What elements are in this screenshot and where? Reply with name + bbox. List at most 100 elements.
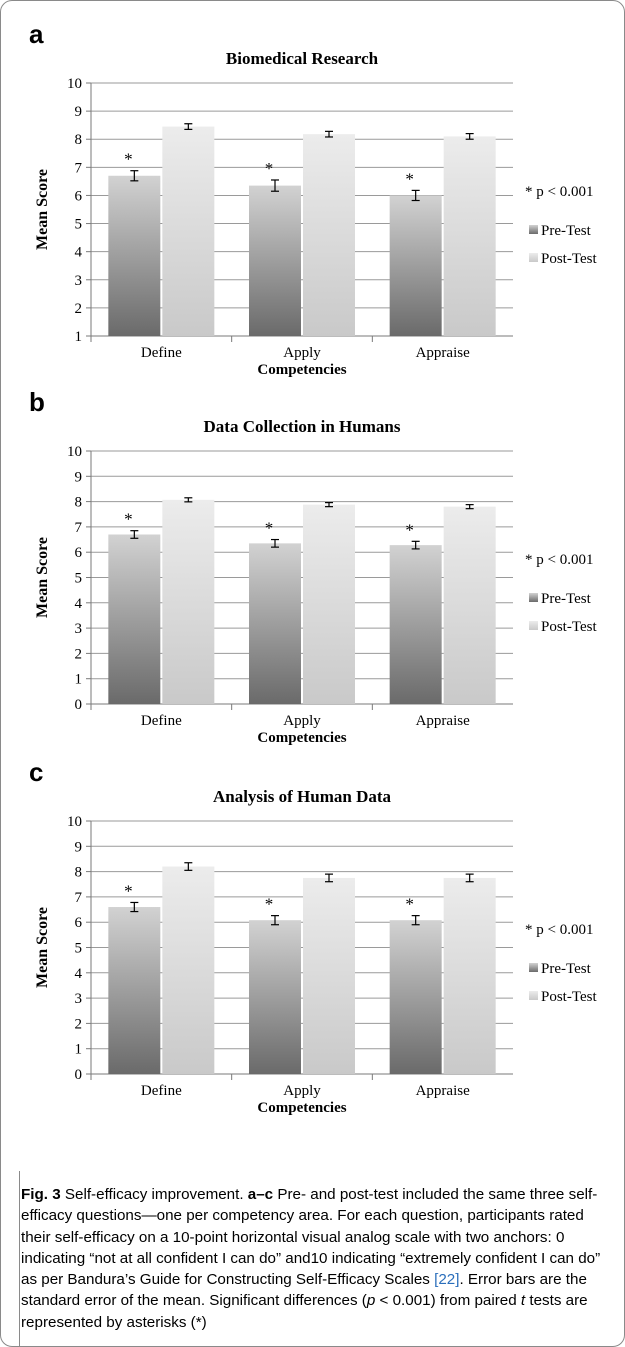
y-tick-label: 8 <box>75 132 83 148</box>
significance-note: * p < 0.001 <box>525 552 593 568</box>
legend-label-post-test: Post-Test <box>541 251 597 267</box>
y-tick-label: 4 <box>75 966 83 982</box>
y-tick-label: 3 <box>75 273 83 289</box>
pre-test-bar <box>389 195 442 336</box>
x-tick-label: Appraise <box>416 1083 470 1099</box>
y-tick-label: 1 <box>75 329 83 345</box>
y-tick-label: 6 <box>75 915 83 931</box>
post-test-bar <box>303 504 355 704</box>
y-tick-label: 8 <box>75 495 83 511</box>
y-tick-label: 5 <box>75 217 83 233</box>
x-tick-label: Define <box>141 713 182 729</box>
significance-note: * p < 0.001 <box>525 922 593 938</box>
pre-test-bar <box>108 534 161 704</box>
pre-test-bar <box>389 920 442 1074</box>
x-axis-title: Competencies <box>257 730 346 746</box>
panel-b: b Data Collection in Humans 0 1 2 3 4 5 6 7 8 9 10 D… <box>1 387 624 786</box>
y-tick-label: 7 <box>75 890 83 906</box>
chart-a: Biomedical Research 1 2 3 4 5 6 7 8 9 10 Define * App… <box>34 49 597 378</box>
figure-caption: Fig. 3 Self-efficacy improvement. a–c Pr… <box>21 1184 606 1333</box>
caption-fig-label: Fig. 3 <box>21 1186 61 1203</box>
significance-asterisk: * <box>405 520 414 539</box>
y-tick-label: 2 <box>75 301 83 317</box>
chart-b: Data Collection in Humans 0 1 2 3 4 5 6 7 8 9 10 Def… <box>34 417 597 746</box>
significance-asterisk: * <box>124 510 133 529</box>
significance-asterisk: * <box>124 150 133 169</box>
x-tick-label: Apply <box>283 1083 321 1099</box>
x-tick-label: Apply <box>283 345 321 361</box>
x-tick-label: Appraise <box>416 345 470 361</box>
caption-text-1: Self-efficacy improvement. <box>60 1186 248 1203</box>
post-test-bar <box>443 136 496 336</box>
chart-title: Analysis of Human Data <box>213 787 392 806</box>
chart-c: Analysis of Human Data 0 1 2 3 4 5 6 7 8 9 10 Define… <box>34 787 597 1116</box>
pre-test-bar <box>249 920 301 1074</box>
legend-label-post-test: Post-Test <box>541 989 597 1005</box>
legend-label-pre-test: Pre-Test <box>541 961 592 977</box>
y-tick-label: 0 <box>75 697 83 713</box>
y-tick-label: 9 <box>75 104 83 120</box>
y-tick-label: 7 <box>75 520 83 536</box>
caption-text-3: . Error bars are the standard error of t… <box>21 1271 587 1310</box>
y-tick-label: 4 <box>75 596 83 612</box>
y-tick-label: 3 <box>75 991 83 1007</box>
caption-text-4: < 0.001) from paired <box>375 1292 521 1310</box>
y-tick-label: 3 <box>75 621 83 637</box>
panel-a: a Biomedical Research 1 2 3 4 5 6 7 8 9 10 Define * A… <box>1 19 624 418</box>
post-test-bar <box>162 499 215 704</box>
legend-swatch-pre-test <box>529 225 538 234</box>
caption-t-symbol: t <box>520 1292 526 1310</box>
caption-range-label: a–c <box>247 1186 274 1203</box>
x-tick-label: Define <box>141 1083 182 1099</box>
legend-swatch-post-test <box>529 253 538 262</box>
post-test-bar <box>162 126 215 336</box>
post-test-bar <box>443 506 496 704</box>
post-test-bar <box>443 877 496 1074</box>
x-tick-label: Appraise <box>416 713 470 729</box>
panel-letter-a: a <box>29 19 44 49</box>
x-axis-title: Competencies <box>257 1100 346 1116</box>
y-tick-label: 1 <box>75 672 83 688</box>
y-tick-label: 6 <box>75 545 83 561</box>
significance-asterisk: * <box>265 159 274 178</box>
y-tick-label: 2 <box>75 646 83 662</box>
significance-asterisk: * <box>124 881 133 900</box>
significance-asterisk: * <box>405 169 414 188</box>
y-tick-label: 9 <box>75 469 83 485</box>
y-axis-title: Mean Score <box>34 907 51 988</box>
legend-swatch-post-test <box>529 991 538 1000</box>
y-axis-title: Mean Score <box>34 169 51 250</box>
caption-text-5: tests are represented by asterisks (*) <box>21 1292 588 1331</box>
y-tick-label: 8 <box>75 865 83 881</box>
x-tick-label: Apply <box>283 713 321 729</box>
caption-text-2: Pre- and post-test included the same thr… <box>21 1186 601 1289</box>
y-tick-label: 7 <box>75 160 83 176</box>
post-test-bar <box>162 866 215 1074</box>
x-tick-label: Define <box>141 345 182 361</box>
chart-title: Biomedical Research <box>226 49 379 68</box>
significance-asterisk: * <box>405 895 414 914</box>
significance-note: * p < 0.001 <box>525 184 593 200</box>
caption-rule <box>19 1171 20 1346</box>
legend-swatch-pre-test <box>529 963 538 972</box>
significance-asterisk: * <box>265 519 274 538</box>
y-tick-label: 10 <box>67 76 82 92</box>
legend-label-pre-test: Pre-Test <box>541 223 592 239</box>
y-tick-label: 10 <box>67 814 82 830</box>
post-test-bar <box>303 877 355 1074</box>
legend-label-post-test: Post-Test <box>541 619 597 635</box>
y-tick-label: 5 <box>75 941 83 957</box>
pre-test-bar <box>249 185 301 336</box>
chart-title: Data Collection in Humans <box>204 417 401 436</box>
panel-letter-c: c <box>29 757 44 787</box>
legend-swatch-post-test <box>529 621 538 630</box>
caption-reference-link[interactable]: [22] <box>434 1271 460 1289</box>
pre-test-bar <box>389 545 442 704</box>
legend-swatch-pre-test <box>529 593 538 602</box>
y-tick-label: 10 <box>67 444 82 460</box>
y-tick-label: 4 <box>75 245 83 261</box>
post-test-bar <box>303 134 355 336</box>
panel-c: c Analysis of Human Data 0 1 2 3 4 5 6 7 8 9 10 Defi… <box>1 757 624 1156</box>
pre-test-bar <box>108 907 161 1074</box>
